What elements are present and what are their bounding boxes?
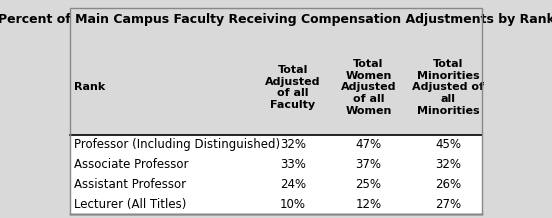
Text: 25%: 25% bbox=[355, 178, 381, 191]
Text: 24%: 24% bbox=[280, 178, 306, 191]
FancyBboxPatch shape bbox=[70, 155, 482, 175]
Text: Lecturer (All Titles): Lecturer (All Titles) bbox=[75, 198, 187, 211]
Text: 33%: 33% bbox=[280, 158, 306, 171]
Text: 47%: 47% bbox=[355, 138, 381, 151]
Text: 32%: 32% bbox=[436, 158, 461, 171]
Text: Professor (Including Distinguished): Professor (Including Distinguished) bbox=[75, 138, 280, 151]
Text: Associate Professor: Associate Professor bbox=[75, 158, 189, 171]
Text: 27%: 27% bbox=[435, 198, 461, 211]
Text: Rank: Rank bbox=[75, 82, 105, 92]
FancyBboxPatch shape bbox=[70, 194, 482, 215]
Text: 45%: 45% bbox=[436, 138, 461, 151]
Text: 32%: 32% bbox=[280, 138, 306, 151]
Text: Total
Adjusted
of all
Faculty: Total Adjusted of all Faculty bbox=[265, 65, 321, 110]
Text: 26%: 26% bbox=[435, 178, 461, 191]
Text: 12%: 12% bbox=[355, 198, 381, 211]
Text: 10%: 10% bbox=[280, 198, 306, 211]
Text: Total
Women
Adjusted
of all
Women: Total Women Adjusted of all Women bbox=[341, 59, 396, 116]
Text: Total
Minorities
Adjusted of
all
Minorities: Total Minorities Adjusted of all Minorit… bbox=[412, 59, 484, 116]
Text: Percent of Main Campus Faculty Receiving Compensation Adjustments by Rank: Percent of Main Campus Faculty Receiving… bbox=[0, 13, 552, 26]
Text: 37%: 37% bbox=[355, 158, 381, 171]
FancyBboxPatch shape bbox=[70, 175, 482, 194]
Text: Assistant Professor: Assistant Professor bbox=[75, 178, 187, 191]
FancyBboxPatch shape bbox=[70, 135, 482, 155]
